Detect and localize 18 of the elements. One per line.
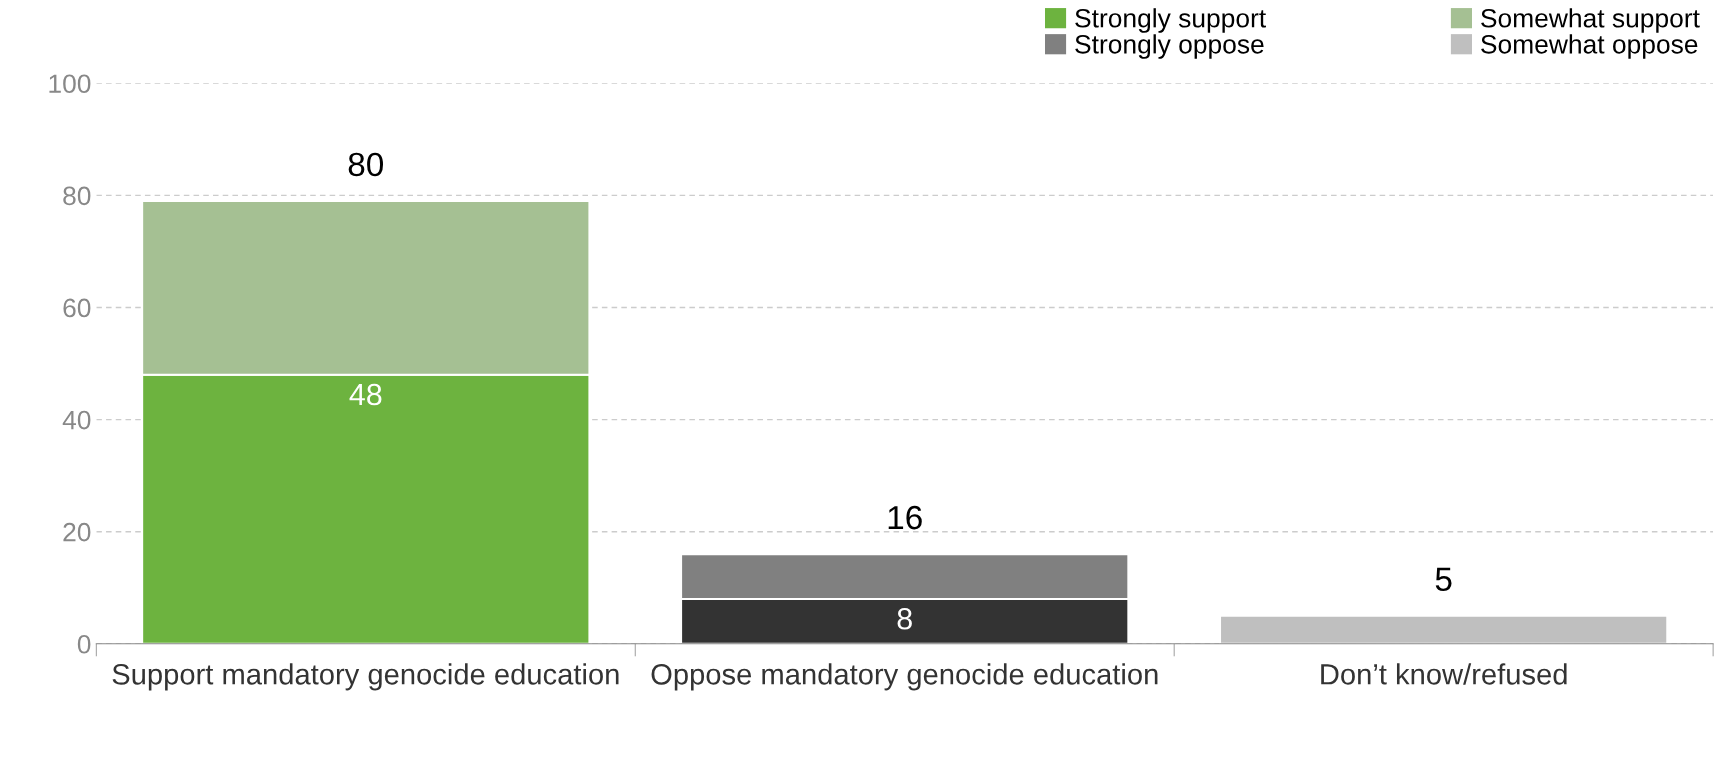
x-tick-label: Support mandatory genocide education [112,663,619,691]
legend-label: Strongly oppose [1075,34,1264,59]
data-label: 48 [349,383,382,406]
x-tick-label: Oppose mandatory genocide education [651,663,1158,691]
legend-label: Strongly support [1075,8,1266,33]
y-tick-label: 60 [63,298,91,318]
legend-label: Somewhat support [1481,8,1700,33]
y-tick-label: 80 [63,186,91,206]
legend-label: Somewhat oppose [1481,34,1698,59]
x-tick-label: Don’t know/refused [1321,663,1567,685]
y-tick-label: 20 [63,522,91,542]
y-tick-label: 100 [49,74,91,94]
data-label: 8 [897,607,912,630]
y-tick-label: 0 [77,634,91,654]
total-label: 80 [348,152,384,177]
y-tick-label: 40 [62,410,91,430]
total-label: 16 [888,505,922,530]
total-label: 5 [1435,567,1452,592]
